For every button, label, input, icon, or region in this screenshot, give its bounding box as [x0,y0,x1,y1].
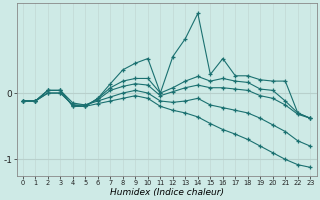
X-axis label: Humidex (Indice chaleur): Humidex (Indice chaleur) [109,188,224,197]
